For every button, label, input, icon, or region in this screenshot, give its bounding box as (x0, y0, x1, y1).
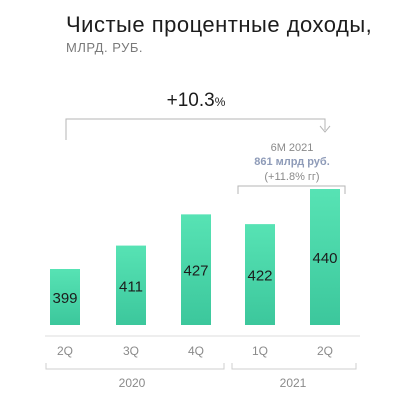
x-tick-label: 3Q (123, 344, 139, 358)
period-total: 861 млрд руб. (254, 156, 330, 168)
bar-2 (116, 245, 146, 325)
group-label-2020: 2020 (119, 376, 146, 390)
bar-value-label: 427 (183, 263, 208, 280)
period-bracket (237, 185, 346, 194)
bar-value-label: 422 (247, 268, 272, 285)
bar-4 (245, 224, 275, 325)
group-bracket-2021 (231, 363, 357, 370)
bar-value-label: 399 (52, 290, 77, 307)
x-tick-label: 4Q (188, 344, 204, 358)
bar-value-label: 411 (119, 278, 143, 295)
period-yoy: (+11.8% гг) (264, 171, 319, 183)
bar-3 (181, 214, 211, 325)
x-tick-label: 2Q (317, 344, 333, 358)
growth-unit: % (215, 95, 226, 109)
growth-bracket (65, 118, 326, 140)
growth-bracket-arrow-icon (319, 125, 331, 133)
group-label-2021: 2021 (280, 376, 307, 390)
period-label: 6М 2021 (271, 142, 314, 154)
x-tick-label: 1Q (252, 344, 268, 358)
bar-5 (310, 189, 340, 325)
x-tick-label: 2Q (57, 344, 73, 358)
growth-label: +10.3% (167, 90, 226, 111)
growth-value: +10.3 (167, 90, 215, 111)
bar-1 (50, 269, 80, 325)
bar-value-label: 440 (312, 250, 337, 267)
group-bracket-2020 (45, 363, 225, 370)
chart-title: Чистые процентные доходы, (66, 12, 373, 37)
chart-subtitle: МЛРД. РУБ. (66, 40, 143, 55)
